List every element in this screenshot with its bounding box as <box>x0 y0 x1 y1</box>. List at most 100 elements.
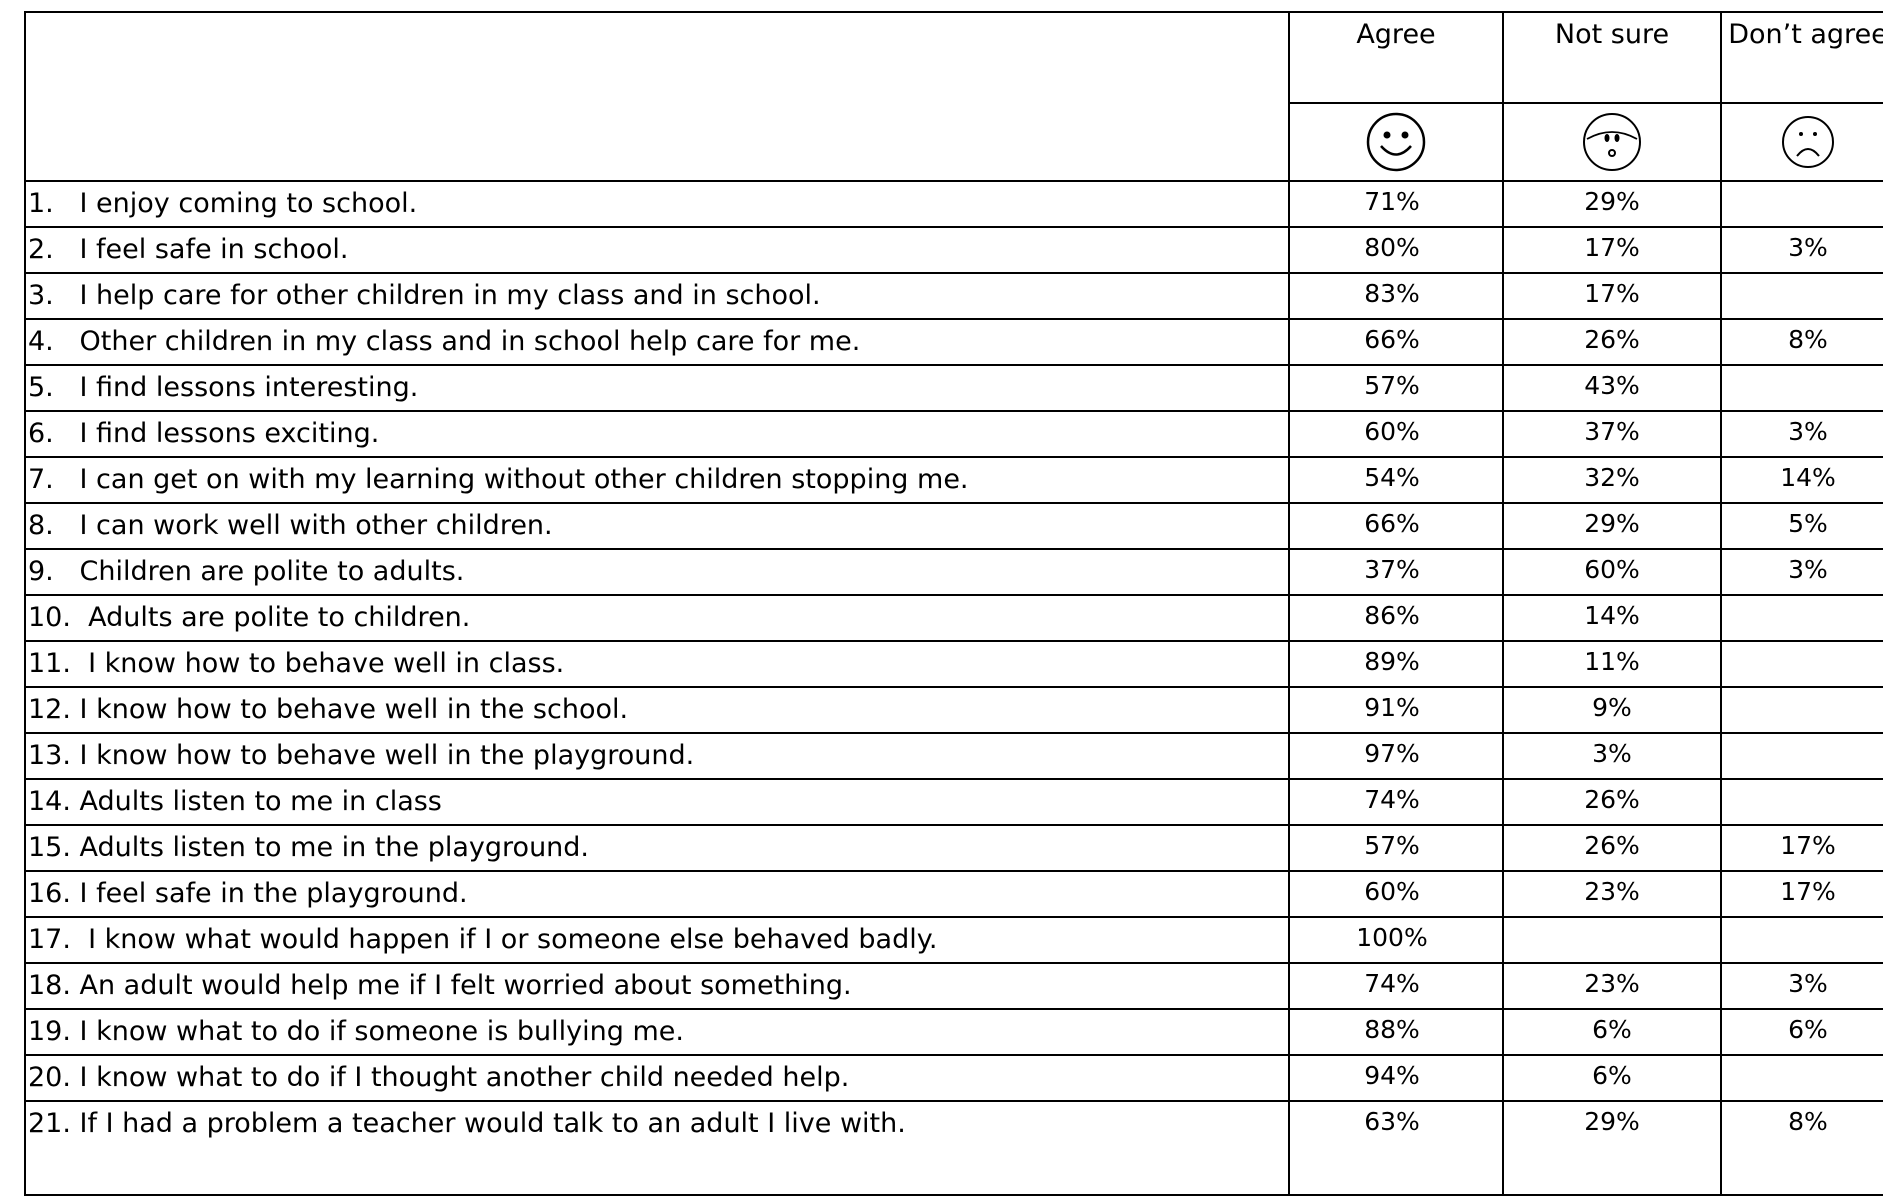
not-sure-percent-cell: 3% <box>1502 732 1722 780</box>
header-blank-cell <box>24 11 1290 182</box>
agree-percent-cell: 66% <box>1288 318 1504 366</box>
agree-percent-cell: 83% <box>1288 272 1504 320</box>
statement-cell: 19. I know what to do if someone is bull… <box>24 1008 1290 1056</box>
not-sure-percent-cell: 29% <box>1502 502 1722 550</box>
statement-cell: 8. I can work well with other children. <box>24 502 1290 550</box>
table-row: 4. Other children in my class and in sch… <box>24 318 1883 366</box>
column-header-dont-agree: Don’t agree <box>1720 11 1883 104</box>
dont-agree-percent-cell <box>1720 180 1883 228</box>
dont-agree-percent-cell: 8% <box>1720 1100 1883 1196</box>
agree-percent-cell: 100% <box>1288 916 1504 964</box>
agree-percent-cell: 88% <box>1288 1008 1504 1056</box>
dont-agree-percent-cell: 3% <box>1720 410 1883 458</box>
agree-percent-cell: 74% <box>1288 962 1504 1010</box>
statement-cell: 10. Adults are polite to children. <box>24 594 1290 642</box>
table-row: 19. I know what to do if someone is bull… <box>24 1008 1883 1056</box>
smiley-face-icon <box>1366 112 1426 172</box>
table-row: 8. I can work well with other children. 6… <box>24 502 1883 550</box>
dont-agree-percent-cell: 6% <box>1720 1008 1883 1056</box>
dont-agree-percent-cell <box>1720 778 1883 826</box>
not-sure-face-cell <box>1502 102 1722 182</box>
agree-percent-cell: 54% <box>1288 456 1504 504</box>
dont-agree-percent-cell: 3% <box>1720 226 1883 274</box>
agree-percent-cell: 86% <box>1288 594 1504 642</box>
not-sure-percent-cell: 29% <box>1502 180 1722 228</box>
agree-percent-cell: 63% <box>1288 1100 1504 1196</box>
table-row: 21. If I had a problem a teacher would t… <box>24 1100 1883 1196</box>
dont-agree-percent-cell <box>1720 916 1883 964</box>
table-row: 1. I enjoy coming to school. 71% 29% <box>24 180 1883 228</box>
statement-cell: 2. I feel safe in school. <box>24 226 1290 274</box>
not-sure-percent-cell: 14% <box>1502 594 1722 642</box>
statement-cell: 21. If I had a problem a teacher would t… <box>24 1100 1290 1196</box>
dont-agree-percent-cell: 14% <box>1720 456 1883 504</box>
table-row: 2. I feel safe in school. 80% 17% 3% <box>24 226 1883 274</box>
agree-face-cell <box>1288 102 1504 182</box>
dont-agree-percent-cell <box>1720 640 1883 688</box>
agree-percent-cell: 74% <box>1288 778 1504 826</box>
survey-results-table: Agree Not sure Don’t agree <box>24 11 1883 1196</box>
agree-percent-cell: 71% <box>1288 180 1504 228</box>
dont-agree-percent-cell <box>1720 272 1883 320</box>
table-row: 12. I know how to behave well in the sch… <box>24 686 1883 734</box>
table-row: 7. I can get on with my learning without… <box>24 456 1883 504</box>
statement-cell: 16. I feel safe in the playground. <box>24 870 1290 918</box>
not-sure-percent-cell: 26% <box>1502 824 1722 872</box>
table-row: 15. Adults listen to me in the playgroun… <box>24 824 1883 872</box>
not-sure-percent-cell: 6% <box>1502 1008 1722 1056</box>
not-sure-percent-cell <box>1502 916 1722 964</box>
not-sure-percent-cell: 17% <box>1502 272 1722 320</box>
statement-cell: 11. I know how to behave well in class. <box>24 640 1290 688</box>
agree-percent-cell: 91% <box>1288 686 1504 734</box>
not-sure-percent-cell: 26% <box>1502 318 1722 366</box>
table-row: 13. I know how to behave well in the pla… <box>24 732 1883 780</box>
not-sure-percent-cell: 9% <box>1502 686 1722 734</box>
statement-cell: 14. Adults listen to me in class <box>24 778 1290 826</box>
table-row: 10. Adults are polite to children. 86% 14% <box>24 594 1883 642</box>
not-sure-percent-cell: 17% <box>1502 226 1722 274</box>
not-sure-percent-cell: 11% <box>1502 640 1722 688</box>
dont-agree-percent-cell <box>1720 364 1883 412</box>
agree-percent-cell: 60% <box>1288 870 1504 918</box>
not-sure-percent-cell: 23% <box>1502 962 1722 1010</box>
agree-percent-cell: 66% <box>1288 502 1504 550</box>
statement-cell: 4. Other children in my class and in sch… <box>24 318 1290 366</box>
dont-agree-percent-cell: 8% <box>1720 318 1883 366</box>
agree-percent-cell: 80% <box>1288 226 1504 274</box>
agree-percent-cell: 89% <box>1288 640 1504 688</box>
statement-cell: 5. I find lessons interesting. <box>24 364 1290 412</box>
table-row: 6. I find lessons exciting. 60% 37% 3% <box>24 410 1883 458</box>
statement-cell: 3. I help care for other children in my … <box>24 272 1290 320</box>
statement-cell: 18. An adult would help me if I felt wor… <box>24 962 1290 1010</box>
agree-percent-cell: 60% <box>1288 410 1504 458</box>
dont-agree-percent-cell: 3% <box>1720 962 1883 1010</box>
sad-face-icon <box>1782 116 1834 168</box>
not-sure-percent-cell: 29% <box>1502 1100 1722 1196</box>
table-row: 11. I know how to behave well in class. 8… <box>24 640 1883 688</box>
dont-agree-face-cell <box>1720 102 1883 182</box>
dont-agree-percent-cell <box>1720 686 1883 734</box>
statement-cell: 17. I know what would happen if I or som… <box>24 916 1290 964</box>
not-sure-percent-cell: 6% <box>1502 1054 1722 1102</box>
agree-percent-cell: 94% <box>1288 1054 1504 1102</box>
statement-cell: 6. I find lessons exciting. <box>24 410 1290 458</box>
dont-agree-percent-cell: 5% <box>1720 502 1883 550</box>
table-row: 18. An adult would help me if I felt wor… <box>24 962 1883 1010</box>
not-sure-percent-cell: 23% <box>1502 870 1722 918</box>
surprised-face-icon <box>1583 113 1641 171</box>
column-header-not-sure: Not sure <box>1502 11 1722 104</box>
column-header-agree: Agree <box>1288 11 1504 104</box>
not-sure-percent-cell: 60% <box>1502 548 1722 596</box>
agree-percent-cell: 57% <box>1288 364 1504 412</box>
dont-agree-percent-cell <box>1720 1054 1883 1102</box>
table-row: 16. I feel safe in the playground. 60% 23%… <box>24 870 1883 918</box>
statement-cell: 9. Children are polite to adults. <box>24 548 1290 596</box>
statement-cell: 20. I know what to do if I thought anoth… <box>24 1054 1290 1102</box>
not-sure-percent-cell: 37% <box>1502 410 1722 458</box>
statement-cell: 15. Adults listen to me in the playgroun… <box>24 824 1290 872</box>
dont-agree-percent-cell: 17% <box>1720 870 1883 918</box>
table-row: 17. I know what would happen if I or som… <box>24 916 1883 964</box>
statement-cell: 12. I know how to behave well in the sch… <box>24 686 1290 734</box>
not-sure-percent-cell: 26% <box>1502 778 1722 826</box>
not-sure-percent-cell: 43% <box>1502 364 1722 412</box>
